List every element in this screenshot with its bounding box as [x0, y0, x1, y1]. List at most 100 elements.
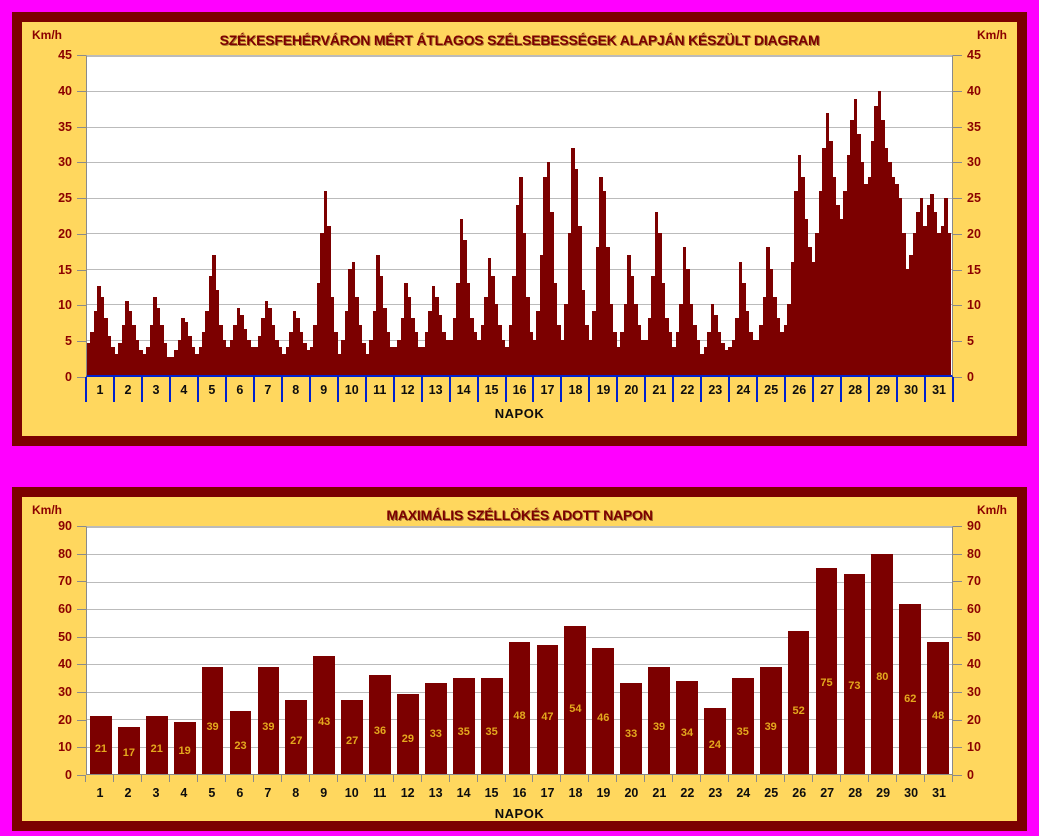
day-cell: 16: [506, 775, 534, 802]
avg-wind-bar: [759, 325, 763, 375]
avg-wind-bar: [923, 226, 927, 375]
gust-value-label: 34: [680, 726, 694, 739]
x-tick-mark: [85, 377, 87, 402]
avg-wind-bar: [407, 297, 412, 375]
avg-wind-bar: [902, 233, 906, 375]
day-label: 1: [96, 785, 104, 800]
avg-wind-bar: [449, 339, 453, 375]
day-label: 29: [876, 382, 891, 397]
x-tick-mark: [952, 775, 953, 782]
x-tick-mark: [336, 775, 338, 782]
x-tick-mark: [700, 775, 702, 782]
x-tick-mark: [112, 775, 114, 782]
day-label: 7: [264, 785, 272, 800]
avg-wind-bar: [243, 328, 248, 375]
gust-value-label: 39: [206, 720, 219, 733]
y-tick-label: 45: [58, 48, 72, 62]
day-label: 23: [708, 785, 723, 800]
avg-wind-bar: [822, 148, 826, 375]
y-tick-mark: [953, 775, 962, 776]
y-tick-label: 35: [58, 119, 72, 134]
gust-value-label: 27: [345, 735, 359, 748]
avg-wind-bar: [829, 141, 833, 375]
gust-bar: 21: [145, 716, 168, 774]
day-label: 20: [624, 785, 639, 800]
avg-wind-bar: [473, 332, 478, 375]
gust-bar-slot: 24: [701, 527, 729, 774]
gust-value-label: 33: [429, 728, 442, 741]
gust-value-label: 19: [178, 745, 191, 758]
day-label: 11: [373, 382, 387, 397]
day-label: 12: [400, 785, 415, 800]
gust-bar-slot: 62: [896, 527, 924, 774]
x-tick-mark: [672, 775, 674, 782]
avg-wind-bar: [864, 183, 868, 375]
day-label: 16: [512, 785, 527, 800]
avg-wind-bar: [937, 233, 941, 375]
y-tick-label: 60: [967, 602, 981, 617]
gust-bar: 80: [871, 554, 894, 774]
gust-value-label: 39: [262, 720, 275, 733]
gust-value-label: 17: [122, 747, 135, 760]
gust-bar: 24: [704, 708, 726, 774]
x-tick-mark: [448, 377, 451, 402]
avg-wind-bar: [421, 346, 425, 375]
avg-wind-bar: [418, 346, 422, 375]
day-cell: 26: [785, 377, 813, 402]
avg-wind-bar: [393, 346, 398, 375]
y-tick-mark: [77, 198, 86, 200]
gust-value-label: 21: [94, 742, 108, 755]
avg-wind-bar: [651, 275, 655, 375]
day-cell: 8: [282, 775, 310, 802]
day-cell: 30: [897, 377, 925, 402]
gust-bar: 39: [648, 666, 670, 774]
y-tick-mark: [77, 609, 86, 611]
gust-bar-slot: 17: [115, 527, 143, 774]
avg-wind-bar: [222, 339, 227, 375]
day-label: 6: [236, 785, 244, 800]
gridline: [87, 554, 952, 556]
day-cell: 3: [142, 377, 170, 402]
y-tick-mark: [77, 126, 86, 128]
avg-wind-bar: [846, 155, 851, 375]
day-label: 23: [708, 382, 723, 397]
y-tick-label: 50: [58, 629, 72, 644]
x-tick-mark: [560, 775, 562, 782]
y-tick-label: 5: [967, 334, 974, 349]
day-label: 19: [596, 785, 611, 800]
gust-value-label: 48: [932, 710, 945, 723]
avg-wind-bar: [574, 169, 579, 375]
avg-wind-bar: [602, 190, 607, 375]
day-cell: 17: [534, 775, 562, 802]
avg-wind-bar: [672, 346, 676, 375]
avg-wind-bar: [344, 311, 349, 375]
gust-value-label: 46: [597, 712, 610, 725]
gust-bar-slot: 33: [422, 527, 450, 774]
gust-bar-slot: 36: [366, 527, 394, 774]
gust-bar-slot: 43: [310, 527, 338, 774]
avg-wind-bar: [191, 346, 196, 375]
gust-bar: 46: [592, 647, 615, 774]
avg-wind-bar: [167, 357, 171, 375]
avg-wind-bar: [299, 332, 304, 375]
y-tick-label: 10: [58, 298, 72, 313]
avg-wind-bar: [355, 297, 359, 375]
avg-wind-bar: [686, 268, 690, 375]
y-tick-mark: [77, 692, 86, 694]
gust-bar-slot: 39: [199, 527, 227, 774]
avg-wind-bar: [644, 339, 648, 375]
y-tick-mark: [953, 269, 962, 271]
day-cell: 12: [394, 377, 422, 402]
avg-wind-bar: [289, 332, 293, 375]
gust-value-label: 39: [764, 720, 777, 733]
gust-value-label: 35: [485, 725, 498, 738]
day-label: 1: [96, 382, 104, 397]
x-tick-mark: [896, 377, 899, 402]
avg-wind-x-axis-title: NAPOK: [494, 406, 545, 421]
avg-wind-bar: [505, 346, 509, 375]
day-cell: 15: [478, 775, 506, 802]
avg-wind-bar: [891, 176, 896, 375]
gust-bar-slot: 35: [729, 527, 757, 774]
y-axis-unit-right: Km/h: [977, 503, 1007, 517]
avg-wind-bar: [926, 204, 931, 375]
